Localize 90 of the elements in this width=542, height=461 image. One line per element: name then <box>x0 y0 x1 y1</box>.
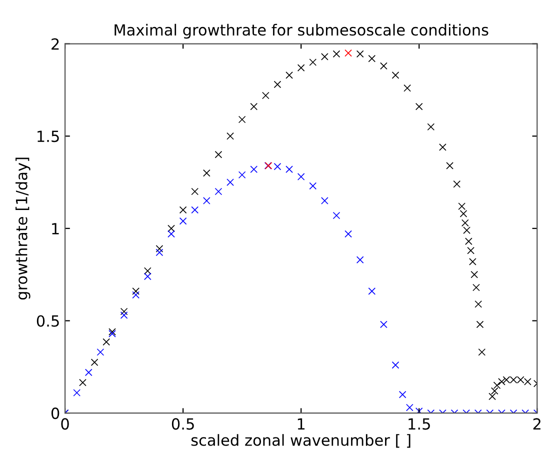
point <box>102 338 110 346</box>
point <box>191 206 199 214</box>
point <box>238 171 246 179</box>
point <box>415 102 423 110</box>
point <box>392 361 400 369</box>
point <box>458 202 466 210</box>
point <box>463 226 470 234</box>
x-tick-label: 1 <box>298 418 305 430</box>
point <box>274 80 282 88</box>
point <box>406 404 414 412</box>
point <box>404 84 411 92</box>
y-axis-title: growthrate [1/day] <box>16 158 30 300</box>
y-tick-label: 0.5 <box>36 315 59 327</box>
point <box>202 197 210 204</box>
point <box>202 169 210 177</box>
point <box>344 49 352 57</box>
point <box>274 162 282 170</box>
point <box>439 144 446 151</box>
point <box>214 188 222 196</box>
point <box>392 72 400 79</box>
point <box>250 166 258 174</box>
point <box>226 178 234 186</box>
chart-title: Maximal growthrate for submesoscale conditions <box>114 24 488 39</box>
point <box>368 288 376 295</box>
point <box>84 368 92 376</box>
point <box>474 300 482 308</box>
x-tick-label: 2 <box>533 418 540 430</box>
point <box>168 224 175 232</box>
point <box>297 173 305 180</box>
point <box>286 166 293 174</box>
point <box>356 256 364 264</box>
point <box>144 267 152 275</box>
point <box>344 230 352 238</box>
point <box>309 182 317 190</box>
point <box>226 132 234 140</box>
point <box>90 358 98 366</box>
y-tick-label: 0 <box>51 408 60 420</box>
point <box>286 72 293 79</box>
point <box>470 270 478 278</box>
point <box>238 116 246 124</box>
point <box>309 58 317 66</box>
point <box>96 348 104 356</box>
point <box>191 188 199 196</box>
point <box>467 246 474 254</box>
point <box>415 408 423 414</box>
point <box>488 392 496 400</box>
point <box>262 92 270 100</box>
point <box>478 348 486 356</box>
point <box>156 248 164 256</box>
point <box>73 389 81 396</box>
point <box>368 54 376 62</box>
point <box>120 308 128 316</box>
point <box>297 64 305 72</box>
point <box>493 382 501 390</box>
x-tick-label: 0.5 <box>172 418 194 430</box>
point <box>250 102 258 110</box>
point <box>179 217 187 225</box>
point <box>469 258 476 266</box>
point <box>356 50 364 58</box>
point <box>427 123 435 131</box>
point <box>321 53 328 60</box>
point <box>461 219 469 227</box>
point <box>179 206 187 214</box>
y-tick-label: 1 <box>52 223 59 234</box>
point <box>446 162 454 170</box>
point <box>464 238 472 246</box>
point <box>490 387 498 395</box>
x-tick-label: 1.5 <box>408 418 430 430</box>
point <box>79 378 86 386</box>
y-tick-label: 1.5 <box>38 130 59 142</box>
point <box>332 50 340 58</box>
point <box>214 150 222 158</box>
point <box>168 230 175 238</box>
point <box>144 272 152 280</box>
point <box>321 197 328 204</box>
point <box>476 320 484 328</box>
point <box>332 212 340 220</box>
point <box>472 284 480 292</box>
x-axis-title: scaled zonal wavenumber [ ] <box>191 434 410 448</box>
point <box>132 288 140 295</box>
point <box>453 180 461 188</box>
x-tick-label: 0 <box>61 418 69 430</box>
y-tick-label: 2 <box>52 38 59 50</box>
point <box>156 245 164 252</box>
point <box>380 320 388 328</box>
point <box>120 312 128 319</box>
point <box>460 210 468 218</box>
point <box>398 390 406 398</box>
point <box>132 291 140 299</box>
point <box>380 62 388 70</box>
